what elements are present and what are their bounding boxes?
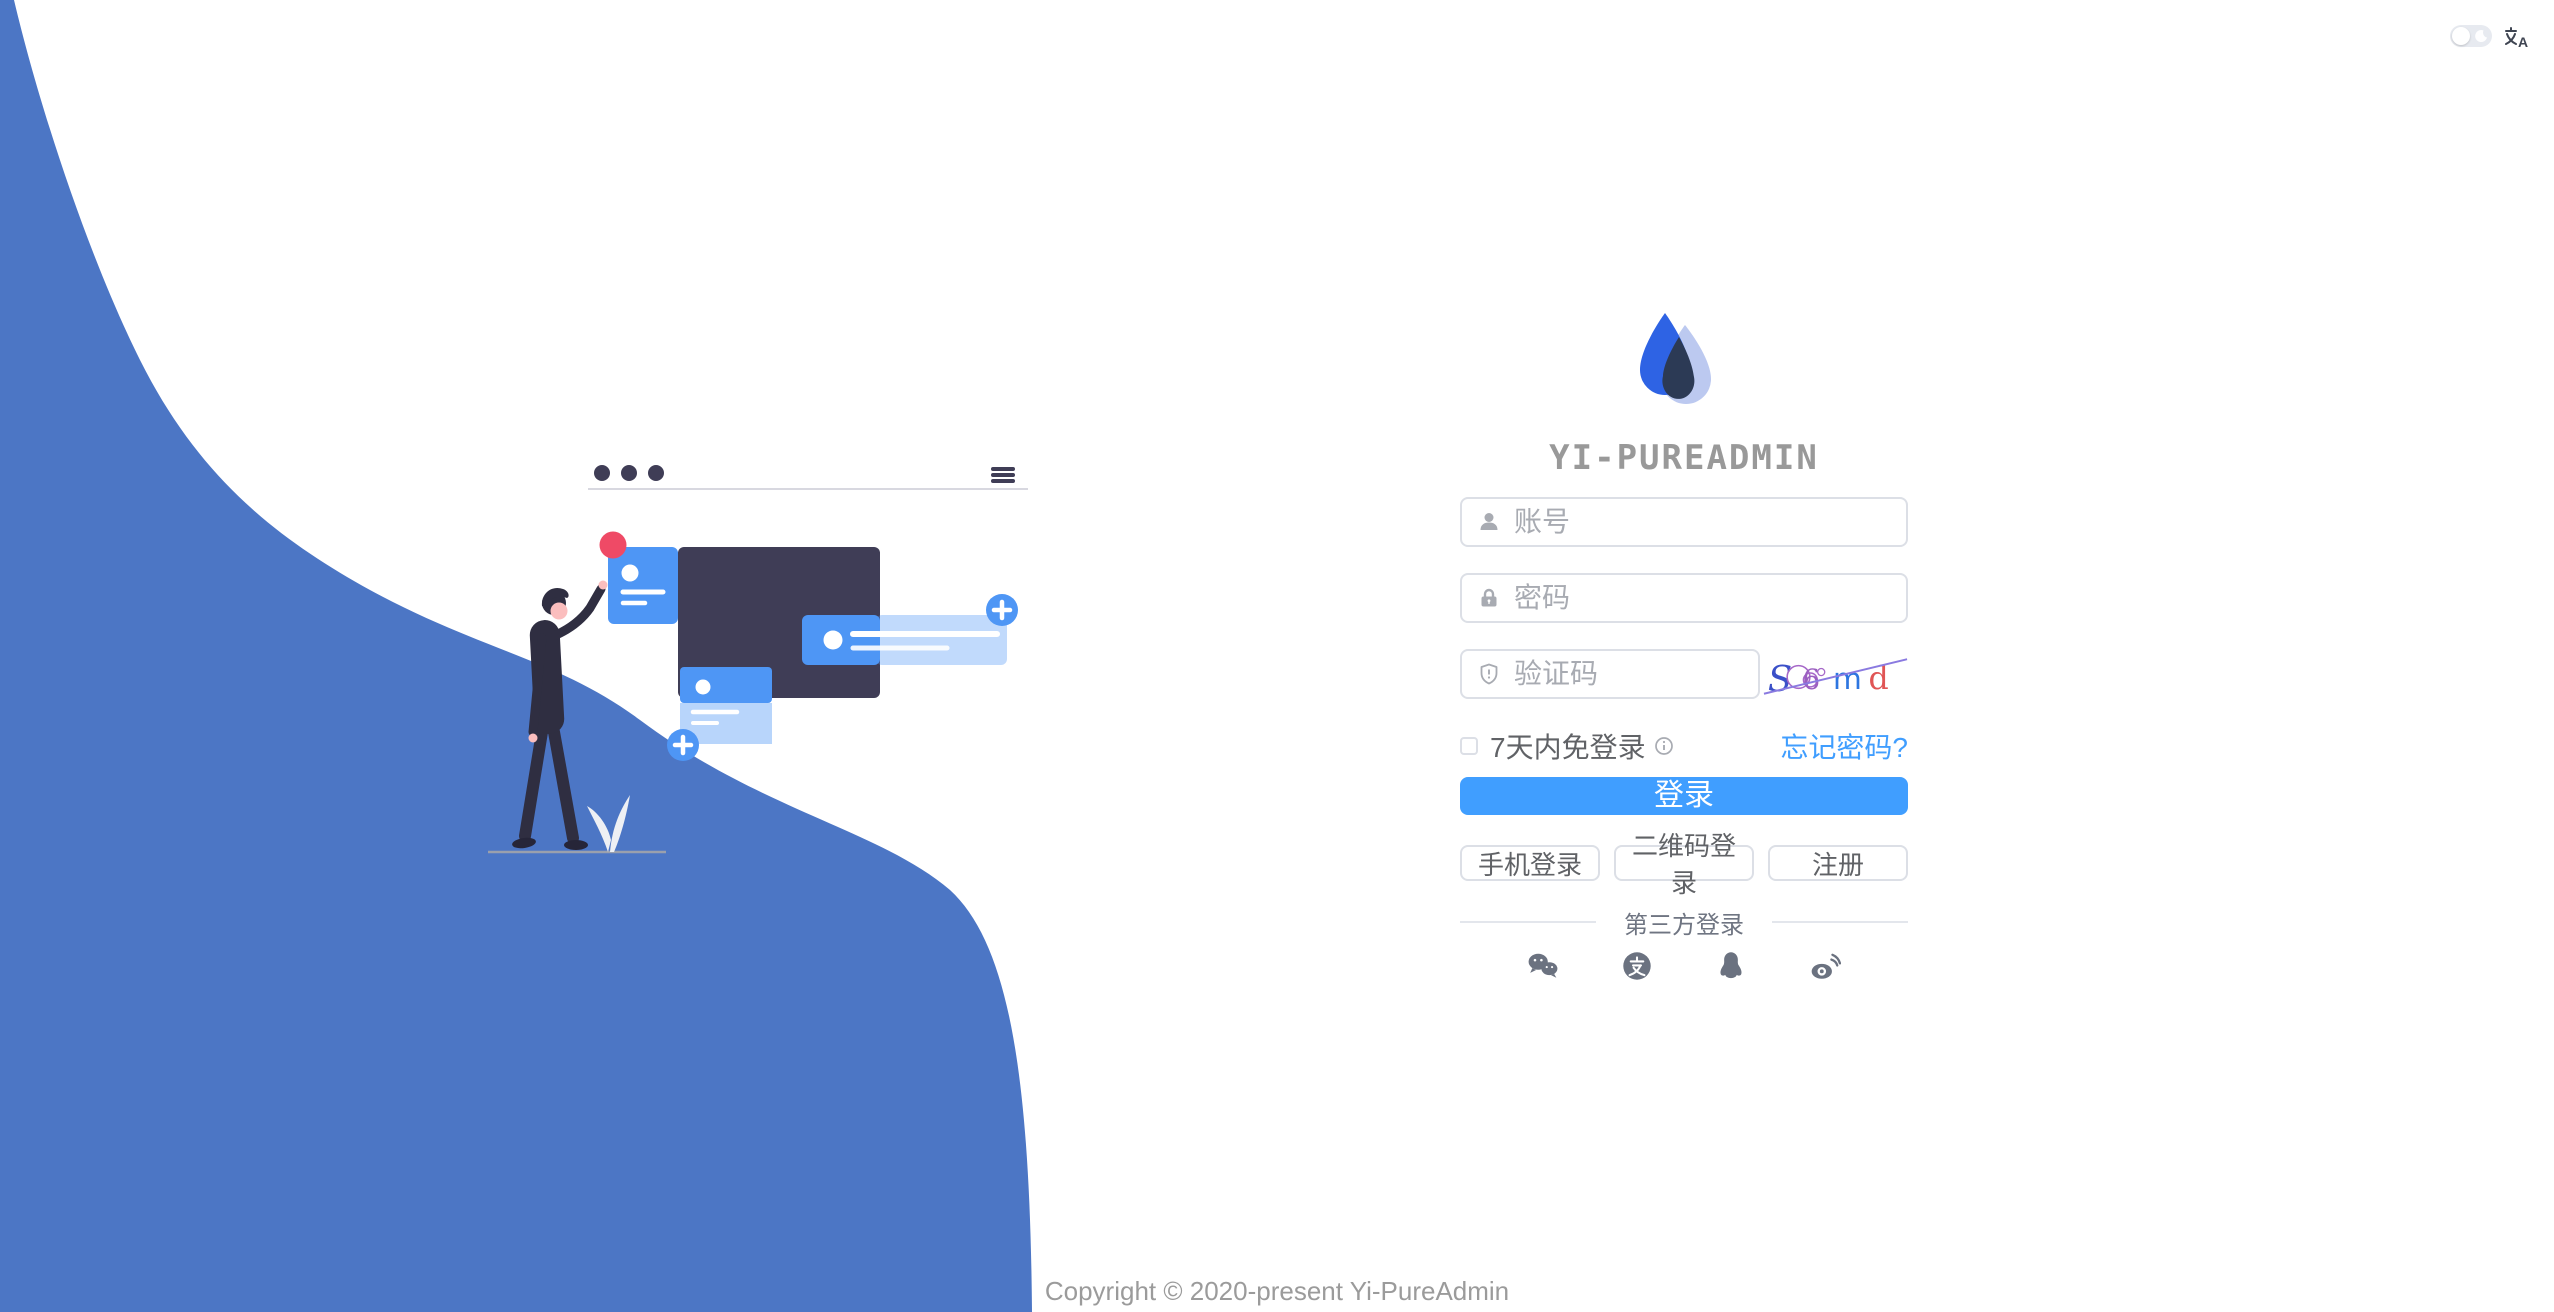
remember-checkbox[interactable]: [1460, 737, 1478, 755]
toggle-knob: [2452, 27, 2470, 45]
translate-icon[interactable]: A: [2504, 26, 2530, 49]
password-input[interactable]: [1462, 575, 1906, 621]
red-dot: [599, 531, 627, 559]
brand-title: YI-PUREADMIN: [1549, 438, 1819, 478]
remember-label: 7天内免登录: [1490, 732, 1646, 763]
captcha-char-2: 6: [1802, 663, 1820, 696]
theme-toggle[interactable]: [2450, 25, 2492, 47]
alipay-icon[interactable]: [1621, 950, 1653, 982]
translate-latin-a: A: [2518, 34, 2528, 49]
info-icon: [1654, 737, 1673, 755]
notification-bar: [802, 594, 1018, 665]
social-login-row: [1460, 950, 1908, 982]
login-panel: YI-PUREADMIN: [1460, 0, 1908, 1312]
register-button[interactable]: 注册: [1768, 845, 1908, 881]
user-icon: [1480, 513, 1498, 530]
illustration-person: [512, 580, 608, 850]
login-button[interactable]: 登录: [1460, 777, 1908, 815]
forgot-password-link[interactable]: 忘记密码?: [1780, 732, 1908, 763]
copyright: Copyright © 2020-present Yi-PureAdmin: [1044, 1276, 1510, 1306]
qq-icon[interactable]: [1715, 950, 1747, 982]
divider-line-right: [1772, 921, 1908, 923]
password-field: [1460, 573, 1908, 623]
water-droplet-logo: [1640, 313, 1711, 404]
shield-icon: [1480, 663, 1498, 685]
divider-line-left: [1460, 921, 1596, 923]
moon-icon: [2475, 30, 2487, 43]
profile-card-middle: [667, 667, 772, 761]
options-row: 7天内免登录 忘记密码?: [1460, 731, 1908, 763]
username-input[interactable]: [1462, 499, 1906, 545]
captcha-input[interactable]: [1462, 651, 1758, 697]
phone-login-button[interactable]: 手机登录: [1460, 845, 1600, 881]
weibo-icon[interactable]: [1809, 950, 1841, 982]
leaf: [587, 795, 630, 852]
wechat-icon[interactable]: [1527, 950, 1559, 982]
illustration: [488, 465, 1028, 854]
captcha-char-3: m: [1833, 662, 1862, 696]
divider-label: 第三方登录: [1624, 911, 1744, 939]
qrcode-login-button[interactable]: 二维码登录: [1614, 831, 1754, 898]
captcha-field: [1460, 649, 1760, 699]
profile-card-top: [599, 531, 678, 624]
illustration-window: [588, 465, 1028, 490]
alt-login-row: 手机登录 二维码登录 注册: [1460, 831, 1908, 898]
lock-icon: [1481, 588, 1497, 607]
third-party-divider: 第三方登录: [1460, 910, 1908, 939]
remember-option[interactable]: 7天内免登录: [1460, 726, 1674, 766]
username-field: [1460, 497, 1908, 547]
captcha-image[interactable]: S 6 m d: [1762, 650, 1910, 700]
captcha-char-4: d: [1869, 661, 1889, 697]
captcha-char-1: S: [1768, 659, 1792, 700]
